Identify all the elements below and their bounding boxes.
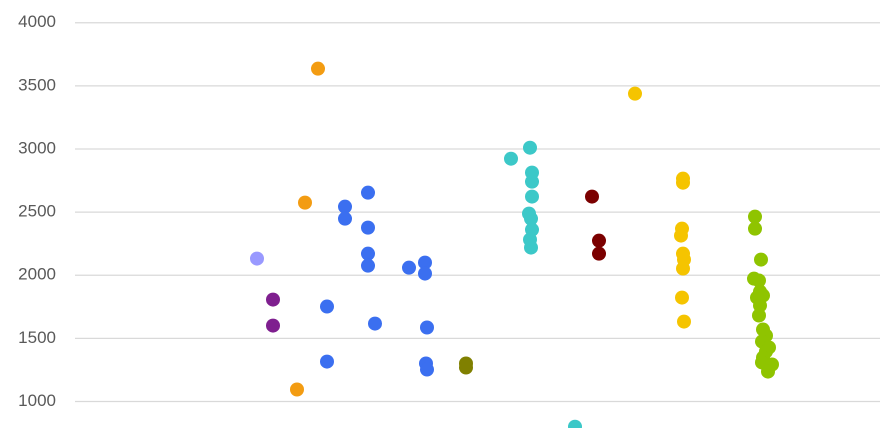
point xyxy=(368,316,382,331)
point xyxy=(418,266,432,281)
point xyxy=(677,314,691,329)
point xyxy=(524,240,538,255)
point xyxy=(418,255,432,270)
point xyxy=(266,292,280,307)
point xyxy=(754,252,768,267)
point xyxy=(320,354,334,369)
point xyxy=(752,273,766,288)
point xyxy=(585,189,599,204)
point xyxy=(592,233,606,248)
point xyxy=(290,382,304,397)
y-tick-label: 1000 xyxy=(18,391,56,410)
point xyxy=(748,221,762,236)
y-tick-label: 4000 xyxy=(18,12,56,31)
point xyxy=(675,290,689,305)
point xyxy=(568,419,582,428)
point xyxy=(504,151,518,166)
point xyxy=(250,251,264,266)
point xyxy=(525,174,539,189)
point xyxy=(361,220,375,235)
point xyxy=(298,195,312,210)
point xyxy=(523,140,537,155)
y-tick-label: 2000 xyxy=(18,265,56,284)
point xyxy=(524,211,538,226)
y-tick-label: 2500 xyxy=(18,202,56,221)
y-tick-label: 3500 xyxy=(18,75,56,94)
point xyxy=(402,260,416,275)
point xyxy=(266,318,280,333)
point xyxy=(420,362,434,377)
point xyxy=(761,364,775,379)
point xyxy=(752,308,766,323)
point xyxy=(361,185,375,200)
point xyxy=(320,299,334,314)
point xyxy=(361,258,375,273)
point xyxy=(674,228,688,243)
point xyxy=(459,360,473,375)
point xyxy=(628,86,642,101)
point xyxy=(525,189,539,204)
y-tick-label: 3000 xyxy=(18,138,56,157)
y-tick-label: 1500 xyxy=(18,328,56,347)
point xyxy=(748,209,762,224)
point xyxy=(676,175,690,190)
point xyxy=(338,199,352,214)
point xyxy=(338,211,352,226)
point xyxy=(420,320,434,335)
point xyxy=(676,261,690,276)
point xyxy=(361,246,375,261)
point xyxy=(311,61,325,76)
point xyxy=(592,246,606,261)
